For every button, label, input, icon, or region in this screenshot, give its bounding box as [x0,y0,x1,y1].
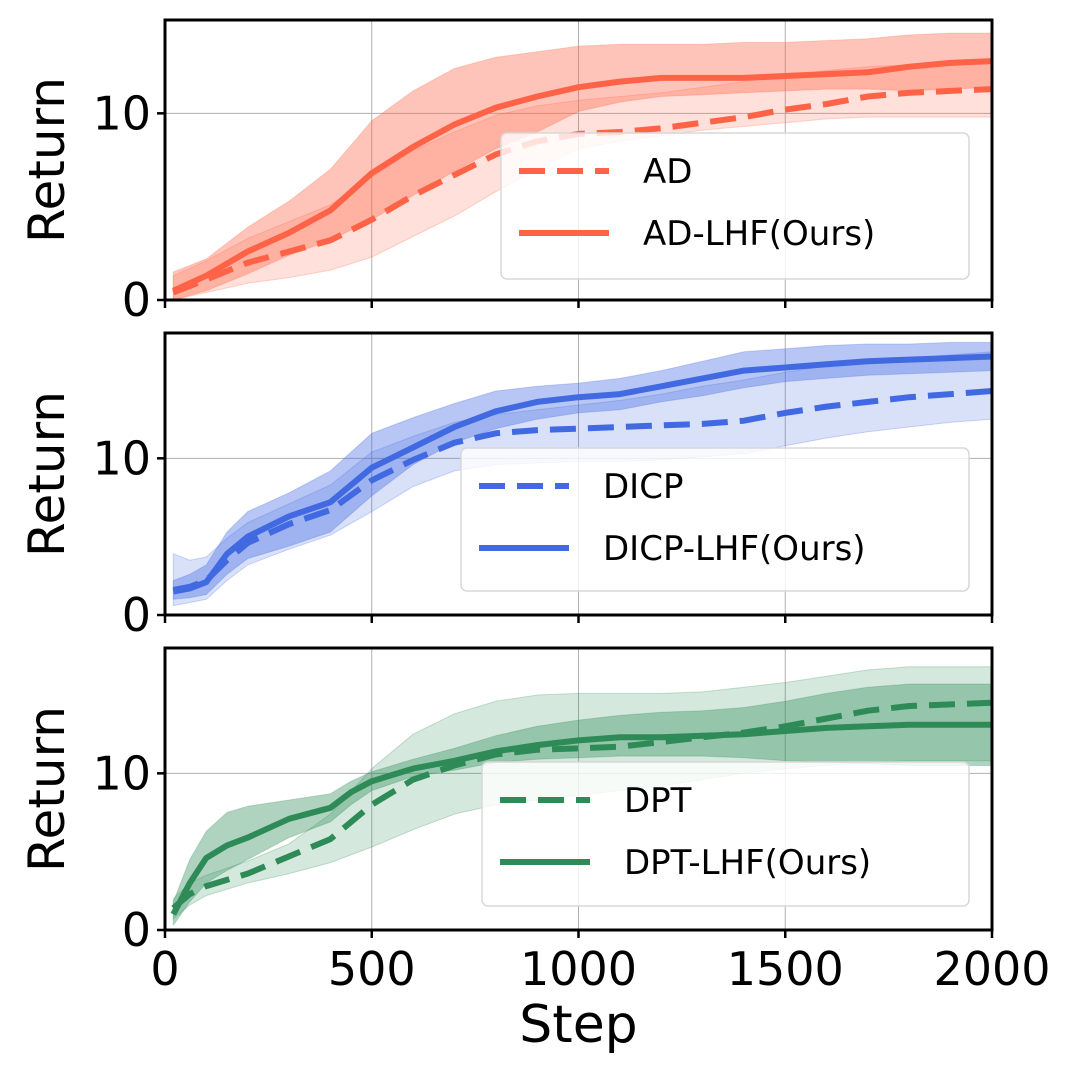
legend-label: DPT-LHF(Ours) [624,843,871,883]
y-tick-label: 0 [122,273,151,327]
legend-label: DPT [624,781,692,821]
legend-label: AD-LHF(Ours) [643,214,875,254]
legend-box [481,761,970,907]
legend-label: AD [643,152,692,192]
legend: DPT DPT-LHF(Ours) [481,761,970,907]
y-axis-label: Return [18,706,76,872]
y-tick-label: 10 [92,431,151,485]
series-line-dicp-lhf-ours- [172,353,993,595]
panel-3: 0 10 0 500 1000 1500 2000 Return Step DPT DPT-LHF(… [18,646,1051,1055]
x-tick-label: 2000 [933,942,1050,996]
legend-box [500,132,970,280]
series-line-dpt-lhf-ours- [170,721,992,916]
x-tick-label: 0 [150,942,179,996]
legend-box [460,447,970,592]
x-tick-label: 1000 [520,942,637,996]
legend-label: DICP [603,467,683,507]
y-tick-label: 10 [92,86,151,140]
panel-2: 0 10 Return DICP DICP-LHF(Ours) [18,331,994,642]
y-axis-label: Return [18,77,76,243]
x-tick-label: 500 [328,942,416,996]
panel-1: 0 10 Return AD AD-LHF(Ours) [18,18,994,327]
y-tick-label: 0 [122,903,151,957]
y-axis-label: Return [18,391,76,557]
series-line-dpt [171,699,993,911]
legend: AD AD-LHF(Ours) [500,132,970,280]
legend-label: DICP-LHF(Ours) [603,529,866,569]
x-axis-label: Step [519,995,637,1055]
legend: DICP DICP-LHF(Ours) [460,447,970,592]
series-line-ad-lhf-ours- [172,58,993,294]
y-tick-label: 10 [92,746,151,800]
series-line-dicp [172,388,993,593]
y-tick-label: 0 [122,588,151,642]
x-tick-label: 1500 [727,942,844,996]
